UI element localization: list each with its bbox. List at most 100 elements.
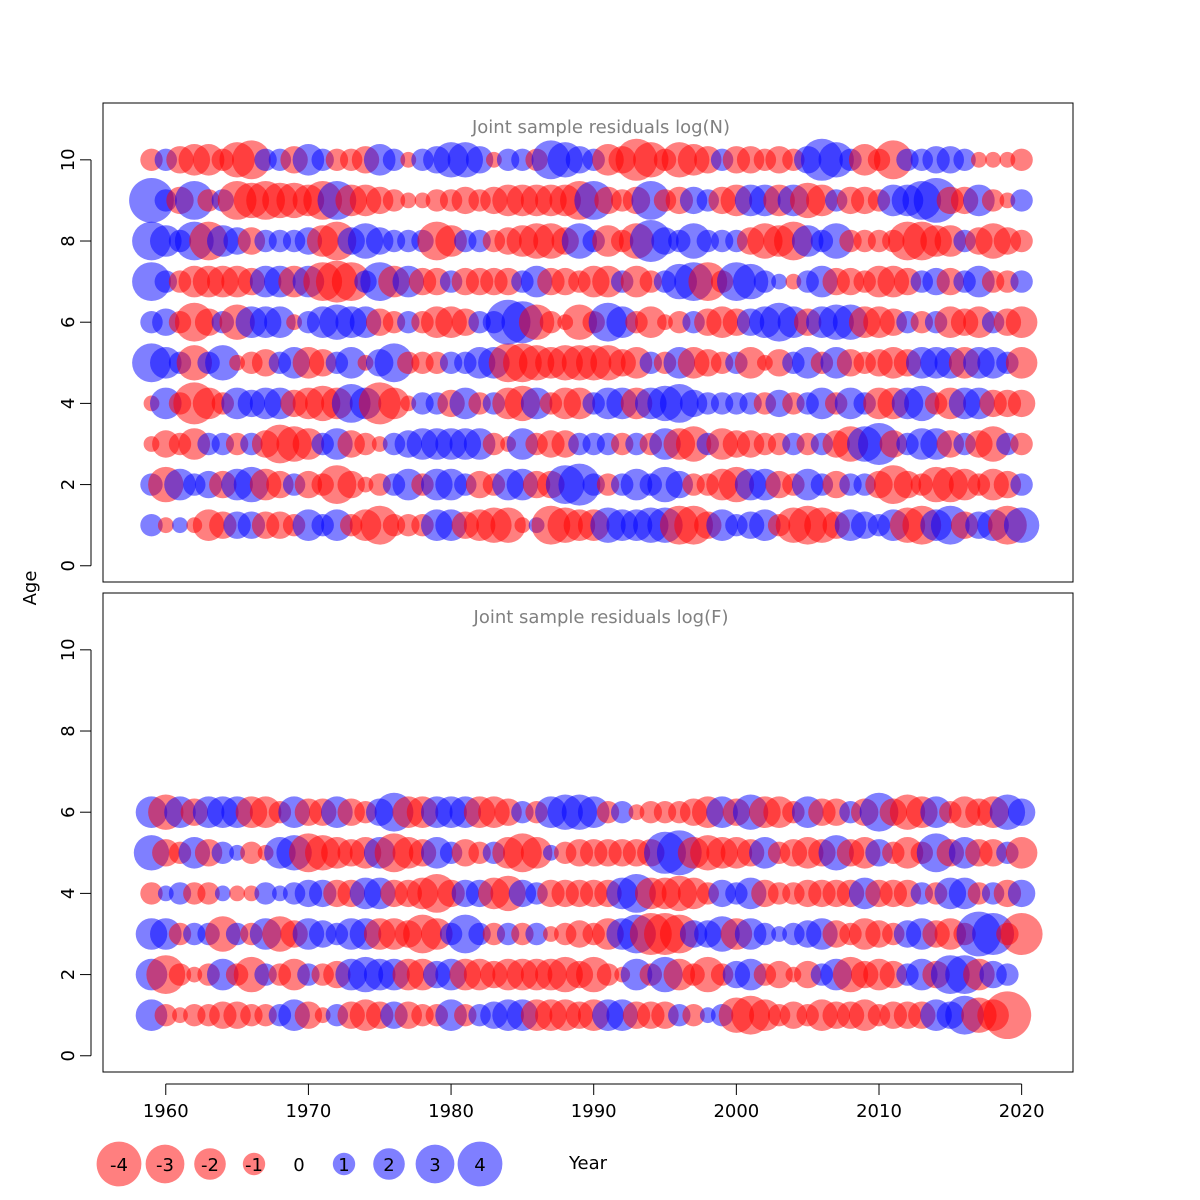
legend-label: 3 (429, 1155, 440, 1176)
residual-bubble-age4-1976 (378, 387, 410, 420)
legend-bubble (332, 1152, 356, 1176)
y-tick-label: 8 (58, 725, 79, 736)
residual-bubble-age3-2002 (753, 922, 777, 946)
residual-bubble-age1-1960 (157, 517, 174, 534)
legend-bubble (194, 1148, 226, 1180)
residual-bubble-age2-1961 (168, 963, 192, 986)
y-tick-label: 10 (58, 148, 79, 171)
residual-bubble-age2-2020 (1010, 473, 1033, 496)
residual-bubble-age5-1964 (211, 841, 234, 864)
residual-bubble-age2-2003 (765, 960, 793, 989)
x-tick-label: 2000 (713, 1101, 759, 1122)
y-tick-label: 8 (58, 235, 79, 246)
panel-log-f-frame (102, 592, 1074, 1073)
residual-bubble-age1-1960 (154, 1004, 177, 1027)
legend-label: 0 (293, 1155, 304, 1176)
residual-bubble-age10-2020 (1010, 148, 1033, 171)
legend-bubble (242, 1152, 266, 1176)
legend-label: -3 (156, 1155, 174, 1176)
residual-bubble-age2-2019 (996, 963, 1019, 986)
legend-bubble (415, 1144, 455, 1184)
residual-bubble-age3-1974 (354, 432, 377, 456)
residual-bubble-age7-2020 (1010, 270, 1033, 293)
y-tick-label: 2 (58, 479, 79, 490)
residual-bubble-age7-2003 (771, 273, 787, 290)
legend-label: 2 (383, 1155, 394, 1176)
x-tick-label: 2020 (999, 1101, 1045, 1122)
y-tick-label: 2 (58, 969, 79, 980)
legend-label: -4 (110, 1155, 128, 1176)
residual-bubble-age1-1984 (490, 507, 526, 543)
residual-bubble-age5-1966 (240, 841, 263, 864)
residual-bubble-age3-1983 (482, 432, 506, 456)
x-axis: 1960 1970 1980 1990 2000 2010 2020 (143, 1083, 1045, 1122)
y-tick-label: 0 (58, 1050, 79, 1061)
residual-bubble-age2-1991 (596, 963, 620, 986)
x-tick-label: 1970 (286, 1101, 332, 1122)
residual-bubble-age10-1982 (465, 146, 494, 174)
x-tick-label: 1960 (143, 1101, 189, 1122)
x-axis-label: Year (568, 1153, 608, 1174)
residual-bubble-age5-1986 (520, 837, 553, 869)
residual-bubble-age1-1997 (682, 1004, 705, 1027)
residual-bubble-age9-1959 (129, 178, 174, 223)
legend-bubble (457, 1141, 503, 1187)
panel-log-n-title: Joint sample residuals log(N) (471, 117, 730, 138)
x-tick-label: 1990 (571, 1101, 617, 1122)
panel-log-f-title: Joint sample residuals log(F) (473, 607, 729, 628)
y-tick-label: 4 (58, 398, 79, 409)
residual-bubble-age4-2020 (1007, 879, 1036, 908)
residual-bubble-age1-1970 (294, 1001, 323, 1029)
legend-label: 4 (474, 1155, 485, 1176)
y-axis-label: Age (20, 571, 41, 606)
residual-bubble-age1-2019 (983, 991, 1032, 1039)
panel-log-n-bubbles (129, 138, 1040, 545)
residual-bubble-age1-1961 (172, 517, 188, 534)
residual-bubble-age5-1973 (335, 347, 368, 379)
residual-bubble-age4-1959 (140, 882, 163, 905)
residual-bubble-age9-2020 (1010, 189, 1033, 212)
residual-bubble-age5-2001 (734, 347, 767, 379)
residual-bubble-age4-2020 (1007, 389, 1036, 418)
residual-bubble-age9-1977 (400, 192, 417, 209)
residual-bubble-age4-1964 (214, 885, 231, 902)
residual-bubble-age4-1967 (254, 882, 277, 905)
residual-bubble-age10-1976 (382, 148, 406, 171)
residual-bubble-age5-2020 (1005, 347, 1038, 379)
residual-bubble-age4-1965 (229, 885, 246, 902)
residual-bubble-age5-2020 (1005, 837, 1038, 869)
residual-bubble-age9-2018 (981, 189, 1005, 212)
residual-bubble-age4-1963 (197, 882, 220, 905)
residual-bubble-age1-1985 (514, 517, 531, 534)
panel-log-f-y-axis: 0 2 4 6 8 10 (58, 638, 92, 1061)
residual-bubble-age1-2020 (1003, 507, 1040, 543)
legend-label: 1 (338, 1155, 349, 1176)
residual-bubble-age6-1994 (635, 306, 667, 339)
residual-bubble-age10-2016 (953, 148, 976, 171)
x-tick-label: 1980 (428, 1101, 474, 1122)
panel-log-f: Joint sample residuals log(F) 0 2 4 6 8 10 (58, 592, 1074, 1073)
legend-bubble (373, 1148, 405, 1180)
y-tick-label: 6 (58, 316, 79, 327)
y-tick-label: 0 (58, 560, 79, 571)
panel-log-f-bubbles (133, 792, 1043, 1039)
size-legend: -4 -3 -2 -1 0 1 2 3 4 (96, 1141, 503, 1187)
residual-bubble-age5-1964 (205, 345, 241, 381)
residual-bubble-age7-2002 (753, 270, 777, 293)
legend-label: -2 (201, 1155, 219, 1176)
x-tick-label: 2010 (856, 1101, 902, 1122)
residual-bubble-age10-2018 (985, 151, 1001, 168)
residual-bubble-age10-2017 (971, 151, 987, 168)
panel-log-n-frame (102, 102, 1074, 583)
y-tick-label: 4 (58, 888, 79, 899)
residual-bubble-age6-1987 (539, 311, 563, 334)
residual-bubble-age8-2020 (1010, 229, 1033, 253)
panel-log-n: Joint sample residuals log(N) 0 2 4 6 8 10 (58, 102, 1074, 583)
panel-log-n-y-axis: 0 2 4 6 8 10 (58, 148, 92, 571)
legend-label: -1 (245, 1155, 263, 1176)
y-tick-label: 10 (58, 638, 79, 661)
residual-bubble-age3-1986 (525, 922, 548, 946)
residual-bubble-age1-1959 (140, 514, 163, 537)
residual-bubble-age6-2020 (1005, 306, 1038, 339)
